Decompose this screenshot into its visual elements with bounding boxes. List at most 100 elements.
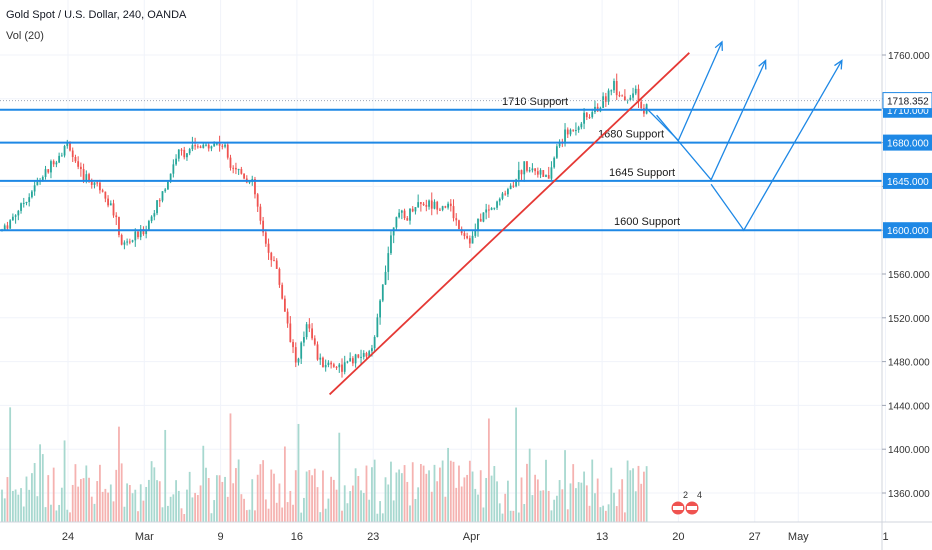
candle-body	[50, 161, 52, 173]
volume-bar	[17, 494, 20, 522]
volume-bar	[509, 510, 512, 522]
candle-body	[218, 143, 221, 146]
candle-body	[115, 215, 118, 218]
volume-bar	[60, 487, 63, 522]
x-tick-label: 23	[367, 531, 379, 543]
volume-bar	[330, 476, 333, 522]
volume-bar	[210, 513, 213, 522]
candle-body	[572, 129, 575, 131]
candle-body	[194, 145, 197, 147]
volume-bar	[430, 491, 433, 522]
candle-body	[167, 181, 169, 190]
volume-bar	[169, 496, 172, 522]
candle-body	[327, 362, 330, 365]
volume-bar	[436, 481, 439, 522]
volume-bar	[615, 506, 618, 522]
last-price-bg	[882, 92, 932, 110]
candle-body	[610, 90, 613, 92]
x-tick-label: May	[788, 531, 809, 543]
candle-body	[531, 168, 534, 171]
volume-bar	[303, 497, 305, 522]
volume-bar	[566, 509, 569, 522]
volume-bar	[245, 510, 248, 522]
volume-bar	[547, 490, 550, 522]
volume-bar	[452, 461, 455, 522]
volume-bar	[384, 477, 387, 522]
volume-bar	[22, 506, 25, 522]
volume-bar	[177, 490, 180, 522]
candle-body	[419, 202, 422, 204]
volume-bar	[425, 473, 428, 522]
volume-bar	[319, 512, 322, 522]
volume-bar	[292, 504, 294, 522]
candle-body	[417, 202, 420, 208]
volume-bar	[561, 489, 564, 522]
volume-bar	[164, 429, 167, 522]
candle-body	[428, 200, 430, 207]
volume-bar	[607, 504, 610, 522]
volume-bar	[107, 492, 109, 522]
volume-bar	[512, 510, 515, 522]
volume-bar	[460, 486, 463, 522]
y-tick-label: 1360.000	[888, 489, 930, 500]
candle-body	[248, 181, 251, 183]
volume-bar	[395, 472, 398, 522]
candles	[1, 73, 648, 378]
candle-body	[430, 200, 433, 209]
candle-body	[224, 144, 226, 147]
volume-bar	[447, 447, 449, 522]
volume-bar	[403, 465, 406, 522]
candle-body	[273, 260, 275, 262]
volume-bar	[66, 509, 69, 522]
candle-body	[69, 141, 71, 151]
volume-bar	[362, 492, 365, 522]
candle-body	[493, 207, 496, 209]
candle-body	[58, 155, 61, 163]
candle-body	[294, 347, 297, 363]
candle-body	[215, 143, 218, 145]
volume-bar	[300, 512, 303, 522]
candle-body	[82, 169, 85, 180]
event-flag-stripe	[687, 506, 697, 510]
projection-path	[710, 60, 843, 232]
volume-bar	[422, 465, 425, 522]
candle-body	[373, 336, 376, 349]
candle-body	[202, 144, 205, 148]
candle-body	[324, 364, 327, 368]
volume-bar	[161, 507, 164, 522]
volume-bar	[496, 481, 498, 522]
volume-bar	[594, 493, 596, 522]
volume-bar	[118, 426, 120, 522]
candle-body	[360, 356, 362, 358]
volume-bar	[458, 465, 460, 522]
volume-bar	[11, 490, 14, 522]
volume-bar	[224, 476, 226, 522]
candle-body	[534, 168, 537, 172]
volume-bar	[85, 465, 88, 522]
volume-bar	[392, 500, 395, 522]
volume-bar	[205, 467, 207, 522]
candle-body	[237, 169, 240, 171]
projection-arrowhead	[834, 59, 843, 70]
volume-bar	[47, 475, 50, 522]
candle-body	[156, 200, 158, 214]
candle-body	[256, 194, 259, 207]
candle-body	[17, 210, 20, 216]
candle-body	[414, 207, 417, 212]
volume-bar	[188, 471, 191, 522]
candle-body	[406, 218, 409, 221]
candle-body	[346, 361, 349, 363]
candle-body	[569, 129, 572, 135]
candle-body	[305, 324, 308, 338]
candle-body	[259, 206, 262, 221]
candle-body	[71, 150, 74, 158]
candle-body	[180, 149, 183, 151]
volume-bar	[640, 483, 643, 522]
volume-bar	[150, 461, 153, 522]
volume-bar	[501, 513, 504, 522]
candle-body	[207, 144, 210, 149]
candle-body	[41, 176, 44, 181]
volume-bar	[28, 489, 31, 522]
